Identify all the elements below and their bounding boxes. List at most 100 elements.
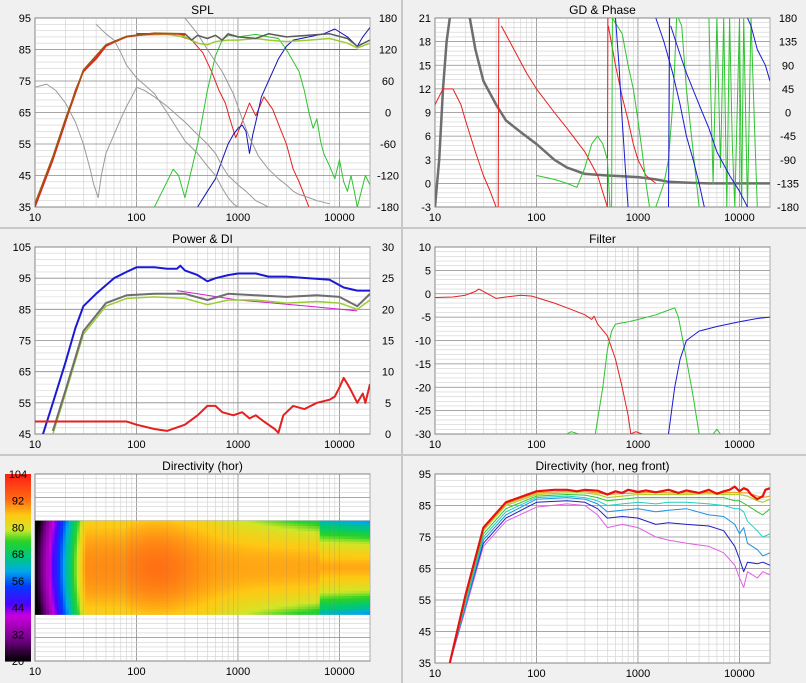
heatmap-cell — [60, 533, 64, 537]
heatmap-cell — [88, 557, 92, 561]
heatmap-cell — [252, 538, 257, 543]
heatmap-cell — [110, 557, 114, 561]
heatmap-cell — [169, 603, 173, 608]
heatmap-cell — [275, 533, 279, 537]
heatmap-cell — [60, 609, 64, 613]
heatmap-cell — [138, 544, 142, 548]
heatmap-cell — [121, 531, 125, 535]
heatmap-cell — [210, 577, 215, 582]
heatmap-cell — [269, 544, 273, 548]
heatmap-cell — [294, 544, 299, 548]
heatmap-cell — [199, 598, 204, 602]
heatmap-cell — [356, 609, 360, 613]
heatmap-cell — [102, 551, 106, 556]
heatmap-cell — [300, 520, 304, 524]
heatmap-cell — [104, 523, 109, 527]
heatmap-cell — [143, 577, 148, 582]
heatmap-cell — [261, 538, 265, 543]
heatmap-cell — [230, 544, 234, 548]
heatmap-cell — [43, 596, 47, 600]
heatmap-cell — [88, 567, 92, 571]
heatmap-cell — [132, 544, 137, 548]
heatmap-cell — [252, 546, 257, 550]
heatmap-cell — [303, 557, 307, 561]
colorbar-segment — [5, 511, 31, 515]
heatmap-cell — [113, 541, 117, 545]
heatmap-cell — [216, 577, 220, 582]
heatmap-cell — [177, 531, 181, 535]
heatmap-cell — [152, 564, 156, 569]
heatmap-cell — [113, 570, 117, 574]
heatmap-cell — [316, 609, 321, 613]
y-tick-label: 9 — [425, 108, 431, 120]
heatmap-cell — [266, 551, 271, 556]
heatmap-cell — [138, 575, 142, 579]
heatmap-cell — [305, 609, 310, 613]
heatmap-cell — [37, 525, 42, 530]
heatmap-cell — [263, 528, 268, 532]
heatmap-cell — [185, 564, 190, 569]
chart-title: Power & DI — [172, 232, 233, 246]
heatmap-cell — [236, 536, 240, 540]
heatmap-cell — [333, 570, 338, 574]
heatmap-cell — [115, 528, 120, 532]
heatmap-cell — [35, 572, 39, 576]
heatmap-cell — [244, 572, 248, 576]
heatmap-cell — [124, 528, 128, 532]
heatmap-cell — [367, 551, 370, 556]
heatmap-cell — [236, 549, 240, 553]
heatmap-cell — [62, 577, 67, 582]
heatmap-cell — [43, 598, 47, 602]
heatmap-cell — [236, 551, 240, 556]
heatmap-cell — [275, 536, 279, 540]
heatmap-cell — [129, 536, 134, 540]
heatmap-cell — [202, 590, 206, 595]
heatmap-cell — [252, 523, 257, 527]
heatmap-cell — [238, 580, 243, 584]
heatmap-cell — [99, 525, 103, 530]
heatmap-cell — [46, 531, 50, 535]
colorbar-segment — [5, 485, 31, 488]
heatmap-cell — [297, 551, 301, 556]
heatmap-cell — [294, 601, 299, 605]
heatmap-cell — [74, 577, 78, 582]
heatmap-cell — [163, 593, 167, 597]
heatmap-cell — [115, 609, 120, 613]
heatmap-cell — [48, 554, 53, 558]
heatmap-cell — [185, 567, 190, 571]
heatmap-cell — [283, 523, 287, 527]
heatmap-cell — [216, 562, 220, 566]
heatmap-cell — [308, 559, 312, 563]
heatmap-cell — [364, 554, 368, 558]
heatmap-cell — [57, 520, 61, 524]
heatmap-cell — [224, 583, 229, 587]
heatmap-cell — [224, 562, 229, 566]
heatmap-cell — [68, 580, 72, 584]
heatmap-cell — [96, 546, 100, 550]
heatmap-cell — [196, 554, 201, 558]
heatmap-cell — [160, 562, 165, 566]
heatmap-cell — [219, 585, 223, 589]
heatmap-cell — [333, 544, 338, 548]
heatmap-cell — [118, 580, 123, 584]
heatmap-cell — [199, 585, 204, 589]
heatmap-cell — [107, 536, 111, 540]
heatmap-cell — [344, 523, 349, 527]
heatmap-cell — [68, 533, 72, 537]
heatmap-cell — [361, 554, 366, 558]
heatmap-cell — [350, 531, 354, 535]
heatmap-cell — [180, 544, 184, 548]
heatmap-cell — [40, 567, 44, 571]
heatmap-cell — [141, 572, 145, 576]
heatmap-cell — [107, 596, 111, 600]
heatmap-cell — [46, 585, 50, 589]
heatmap-cell — [104, 531, 109, 535]
colorbar-segment — [5, 603, 31, 606]
heatmap-cell — [261, 590, 265, 595]
heatmap-cell — [57, 580, 61, 584]
heatmap-cell — [275, 606, 279, 610]
heatmap-cell — [188, 585, 192, 589]
heatmap-cell — [104, 588, 109, 592]
heatmap-cell — [283, 544, 287, 548]
heatmap-cell — [347, 544, 352, 548]
